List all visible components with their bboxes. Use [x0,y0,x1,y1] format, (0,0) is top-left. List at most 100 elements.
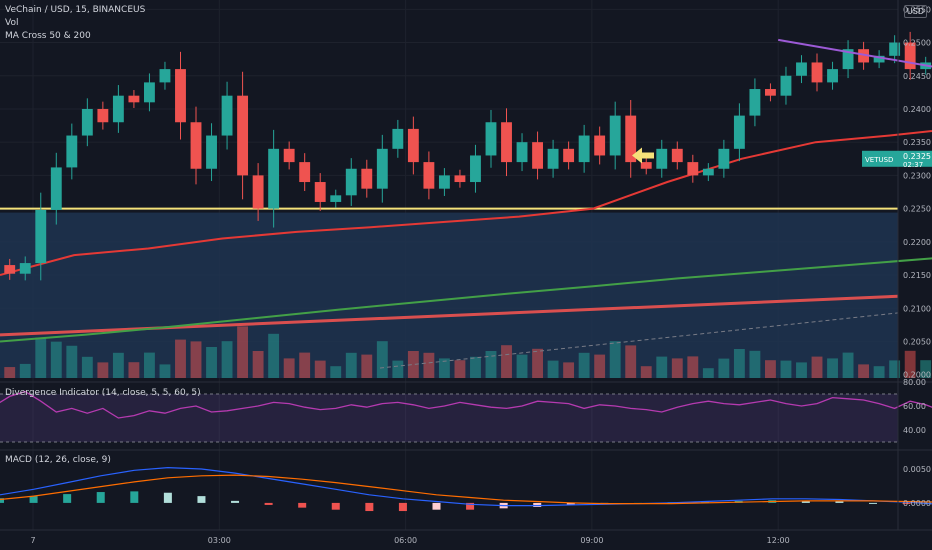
candle-body [4,265,16,274]
divergence-tick-label: 80.00 [903,378,926,387]
macd-histogram-bar [163,492,172,503]
macd-tick-label: 0.0050 [903,465,931,474]
volume-bar [702,368,714,378]
price-badge-symbol: VETUSD [865,156,893,164]
volume-bar [485,351,497,378]
candle-body [594,135,606,156]
volume-bar [733,349,745,378]
ma200-line [0,257,932,343]
volume-bar [547,360,559,378]
candle-body [376,148,388,189]
candle-body [97,108,109,123]
divergence-line [0,390,932,419]
candle-body [904,42,916,70]
macd-panel: 0.0050 0.0000 [0,449,932,512]
volume-legend: Vol [5,18,19,28]
volume-bar [299,352,311,378]
macd-histogram-bar [398,502,407,512]
volume-bar [873,366,885,378]
volume-bar [97,362,109,378]
price-tick-label: 0.2550 [903,5,931,14]
candle-body [532,142,543,169]
divergence-title: Divergence Indicator (14, close, 5, 5, 6… [5,388,201,398]
macd-histogram-bar [902,502,911,504]
macd-histogram-bar [566,502,575,505]
candle-body [345,168,357,196]
macd-histogram-bar [365,502,374,512]
volume-bar [438,358,450,378]
volume-bar [159,364,171,378]
volume-bar [19,363,31,378]
price-badge-price: 0.2325 [903,152,931,161]
volume-bar [516,354,528,378]
macd-histogram-bar [63,494,72,503]
currency-badge[interactable]: USD [903,5,927,18]
volume-bar [35,337,47,378]
candle-body [796,62,807,76]
volume-bar [112,352,124,378]
price-tick-label: 0.2400 [903,105,931,114]
volume-bars [4,326,932,378]
price-tick-label: 0.2250 [903,205,931,214]
dashed-trend-line [379,312,899,369]
time-tick-label: 09:00 [580,536,603,545]
candle-body [221,95,233,136]
volume-bar [827,358,838,378]
highlight-zone [0,212,898,378]
time-tick-label: 7 [30,536,35,545]
candle-body [842,49,854,70]
candle-body [516,142,528,163]
macd-histogram-bar [533,502,542,507]
candle-body [547,148,559,169]
volume-bar [128,362,140,378]
price-badge-bg [862,150,932,167]
moving-averages [0,129,932,343]
price-tick-label: 0.2450 [903,72,931,81]
price-tick-label: 0.2500 [903,39,931,48]
macd-histogram-bar [298,502,307,508]
candle-body [206,135,217,169]
symbol-legend: VeChain / USD, 15, BINANCEUS [5,5,146,15]
divergence-band [0,394,898,442]
arrow-icon [632,147,654,164]
volume-bar [361,354,373,378]
volume-bar [920,360,932,378]
candle-body [361,168,373,189]
volume-bar [252,351,264,378]
candle-body [702,168,714,176]
candle-body [889,42,901,56]
volume-bar [175,339,186,378]
candle-body [485,122,497,156]
candle-body [175,69,186,123]
price-tick-label: 0.2200 [903,238,931,247]
volume-bar [718,358,730,378]
candle-body [470,155,481,183]
candle-body [392,128,404,149]
volume-bar [4,367,16,378]
candle-body [423,162,435,189]
candle-body [501,122,512,163]
volume-bar [50,341,62,378]
candle-body [718,148,730,169]
price-tick-label: 0.2300 [903,171,931,180]
candle-body [159,69,171,83]
candle-body [454,175,466,183]
volume-bar [640,366,652,378]
candle-body [749,89,761,116]
candle-body [252,175,264,209]
volume-bar [268,333,280,378]
volume-bar [563,362,575,378]
candle-body [268,148,280,209]
trendline-arrow [632,38,932,164]
volume-bar [578,352,590,378]
volume-bar [376,341,388,378]
volume-bar [625,345,637,378]
price-tick-label: 0.2100 [903,304,931,313]
volume-bar [532,348,543,378]
candle-body [299,162,311,183]
candle-body [733,115,745,149]
price-tick-label: 0.2150 [903,271,931,280]
volume-bar [66,345,78,378]
volume-bar [609,341,621,378]
